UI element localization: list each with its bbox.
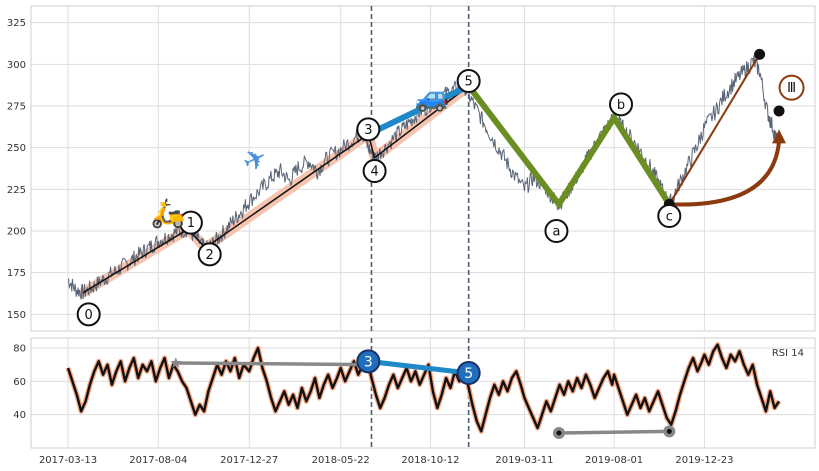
price-y-tick-label: 325 [7,18,26,29]
wave-label-5: 5 [465,75,473,90]
projection-arc [669,141,782,207]
wave-3-5-segment [365,83,472,138]
car-icon: 🚙 [415,80,450,113]
rsi-legend-label: RSI 14 [772,348,804,359]
rsi-wave-label-5: 5 [464,366,473,382]
wave-label-circle [609,92,634,117]
wave-label-circle [456,69,481,93]
pivot-dot [754,48,766,60]
price-y-tick-label: 200 [7,227,26,238]
price-series-line [67,55,780,300]
price-y-tick-label: 150 [7,310,26,321]
rsi-star-marker [170,357,182,368]
wave-label-circle [356,117,381,142]
x-tick-label: 2017-12-27 [220,455,278,466]
price-y-tick-label: 175 [7,268,26,279]
wave-label-circle [544,219,569,243]
wave-label-circle [778,74,805,101]
impulse-wave-line [82,85,470,294]
wave-label-circle [178,210,203,235]
price-plot-area [30,5,816,332]
rsi-wave-circle [456,361,481,385]
price-y-tick-label: 225 [7,185,26,196]
x-tick-label: 2017-03-13 [39,455,97,466]
wave-label-circle [76,302,101,327]
price-y-tick-label: 250 [7,143,26,154]
x-tick-label: 2019-08-01 [585,455,643,466]
rsi-y-tick-label: 40 [13,410,26,421]
rsi-divergence-line [174,361,371,367]
x-tick-label: 2019-12-23 [675,455,733,466]
x-tick-label: 2019-03-11 [495,455,553,466]
rsi-plot-area [30,337,816,449]
wave-label-circle [657,204,682,228]
x-tick-label: 2018-05-22 [312,455,370,466]
projection-arrowhead [772,129,787,144]
scooter-icon: 🛵 [151,197,186,230]
wave-label-1: 1 [187,216,195,231]
wave-label-c: c [666,210,673,225]
wave-label-3: 3 [364,123,372,138]
pivot-dot [773,105,785,117]
wave-label-b: b [617,98,625,113]
rsi-gray-dot-center [556,430,562,436]
rsi-wave-circle [356,349,381,374]
wave-label-a: a [552,225,560,240]
x-tick-label: 2017-08-04 [129,455,187,466]
wave-label-2: 2 [206,248,214,263]
wave-labels: 0 1 2 3 4 5 a b c Ⅲ [76,69,805,327]
rsi-y-tick-label: 80 [13,344,26,355]
rsi-gray-dot-center [666,428,672,434]
wave-label-Ⅲ: Ⅲ [787,81,796,96]
rsi-wave-label-3: 3 [364,354,373,370]
wave-label-circle [362,159,387,183]
wave-overlay-layer [82,48,787,294]
wave-label-0: 0 [85,308,93,323]
rsi-divergence-layer: 35 [170,349,676,439]
rsi-y-axis: 40 60 80 [13,344,26,422]
rsi-y-tick-label: 60 [13,377,26,388]
price-y-tick-label: 300 [7,60,26,71]
rsi-divergence-line [365,358,472,376]
x-tick-label: 2018-10-12 [401,455,459,466]
date-x-axis: 2017-03-13 2017-08-04 2017-12-27 2018-05-22… [39,455,734,466]
wave-label-4: 4 [370,165,378,180]
abc-correction-line [466,84,672,210]
price-y-tick-label: 275 [7,102,26,113]
rsi-divergence-line [557,429,672,435]
projection-line [668,53,761,205]
price-y-axis: 150 175 200 225 250 275 300 325 [7,18,26,321]
wave-label-circle [197,242,222,267]
